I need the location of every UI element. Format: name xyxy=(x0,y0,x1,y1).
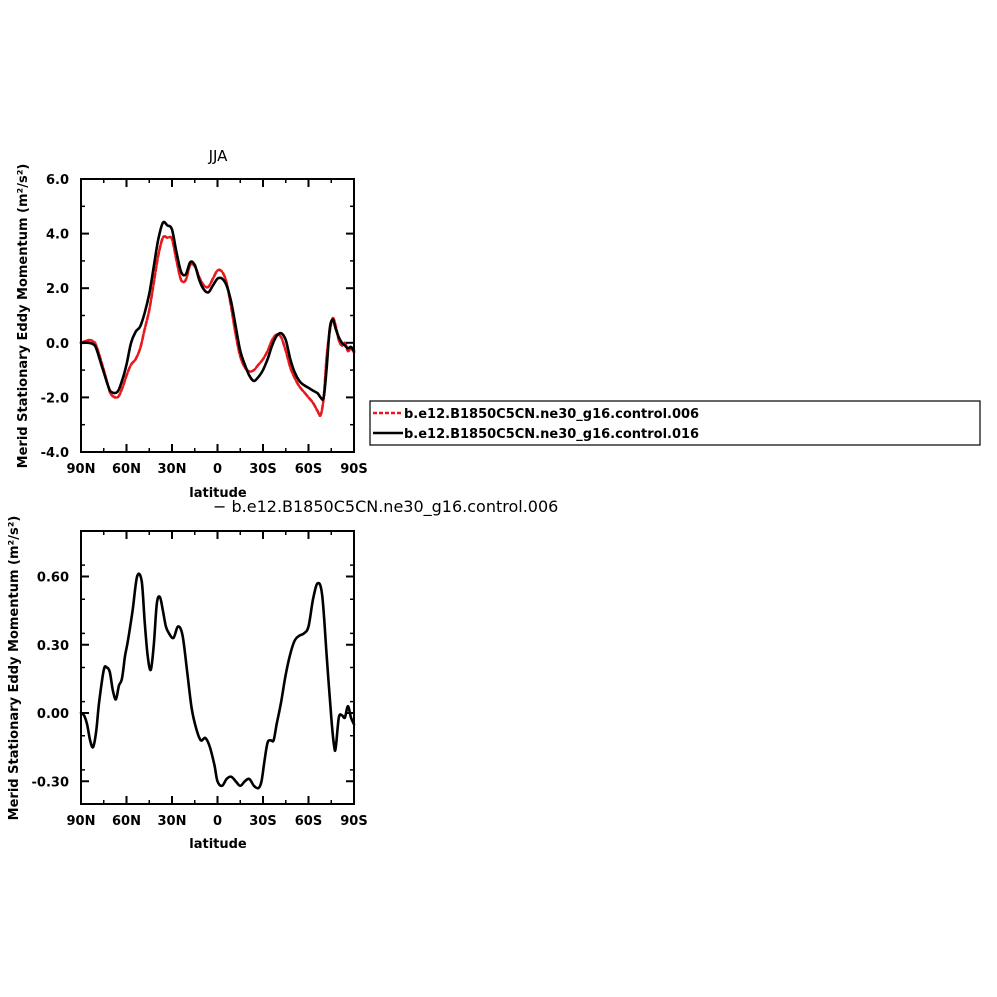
bottom-panel: − b.e12.B1850C5CN.ne30_g16.control.006 M… xyxy=(7,497,558,852)
top-y-tick-label: 6.0 xyxy=(46,173,69,188)
top-x-tick-label: 60N xyxy=(112,462,141,477)
bottom-x-axis-label: latitude xyxy=(189,837,247,852)
bottom-x-tick-label: 60N xyxy=(112,814,141,829)
top-x-tick-label: 30S xyxy=(249,462,276,477)
legend-label-series-b: b.e12.B1850C5CN.ne30_g16.control.016 xyxy=(404,427,699,442)
top-chart-title: JJA xyxy=(208,147,229,165)
bottom-x-tick-label: 0 xyxy=(213,814,222,829)
bottom-x-tick-label: 90N xyxy=(67,814,96,829)
top-x-tick-label: 30N xyxy=(158,462,187,477)
top-series-layer xyxy=(79,220,356,418)
bottom-series-line-1 xyxy=(79,572,356,790)
bottom-y-tick-label: 0.60 xyxy=(37,571,69,586)
bottom-x-tick-label: 30N xyxy=(158,814,187,829)
bottom-chart-title: − b.e12.B1850C5CN.ne30_g16.control.006 xyxy=(213,497,558,517)
top-y-tick-label: 2.0 xyxy=(46,282,69,297)
legend-label-series-a: b.e12.B1850C5CN.ne30_g16.control.006 xyxy=(404,407,699,422)
top-plot-frame xyxy=(80,178,355,453)
top-x-axis-label: latitude xyxy=(189,486,247,501)
legend-box xyxy=(369,400,981,446)
bottom-y-tick-label: -0.30 xyxy=(32,775,69,790)
top-x-tick-label: 60S xyxy=(295,462,322,477)
bottom-series-layer xyxy=(79,572,356,790)
top-ticks-layer: 90N 60N 30N 0 30S 60S 90S -4.0 -2.0 0.0 2.0 4.0 6.0 xyxy=(41,173,368,477)
top-series-line-2 xyxy=(79,220,356,402)
top-x-tick-label: 0 xyxy=(213,462,222,477)
bottom-plot-frame xyxy=(80,530,355,805)
top-x-tick-label: 90S xyxy=(340,462,367,477)
bottom-y-tick-label: 0.00 xyxy=(37,707,69,722)
top-panel: JJA Merid Stationary Eddy Momentum (m²/s… xyxy=(16,147,368,501)
top-y-tick-label: -4.0 xyxy=(41,446,69,461)
top-y-axis-label: Merid Stationary Eddy Momentum (m²/s²) xyxy=(16,164,31,469)
legend: b.e12.B1850C5CN.ne30_g16.control.006 b.e… xyxy=(369,400,981,446)
bottom-x-tick-label: 30S xyxy=(249,814,276,829)
bottom-x-tick-label: 90S xyxy=(340,814,367,829)
top-series-line-1 xyxy=(79,235,356,418)
top-y-tick-label: -2.0 xyxy=(41,391,69,406)
top-y-tick-label: 4.0 xyxy=(46,228,69,243)
bottom-y-axis-label: Merid Stationary Eddy Momentum (m²/s²) xyxy=(7,516,22,821)
bottom-x-tick-label: 60S xyxy=(295,814,322,829)
top-x-tick-label: 90N xyxy=(67,462,96,477)
top-y-tick-label: 0.0 xyxy=(46,337,69,352)
bottom-y-tick-label: 0.30 xyxy=(37,639,69,654)
